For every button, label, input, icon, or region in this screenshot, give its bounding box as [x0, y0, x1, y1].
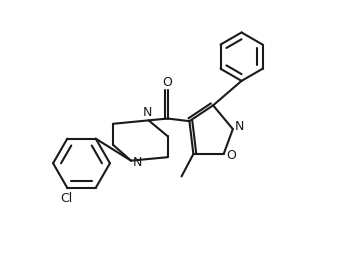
- Text: O: O: [227, 149, 236, 162]
- Text: O: O: [163, 76, 172, 89]
- Text: N: N: [235, 120, 244, 134]
- Text: N: N: [133, 156, 142, 169]
- Text: Cl: Cl: [60, 192, 72, 205]
- Text: N: N: [143, 106, 152, 119]
